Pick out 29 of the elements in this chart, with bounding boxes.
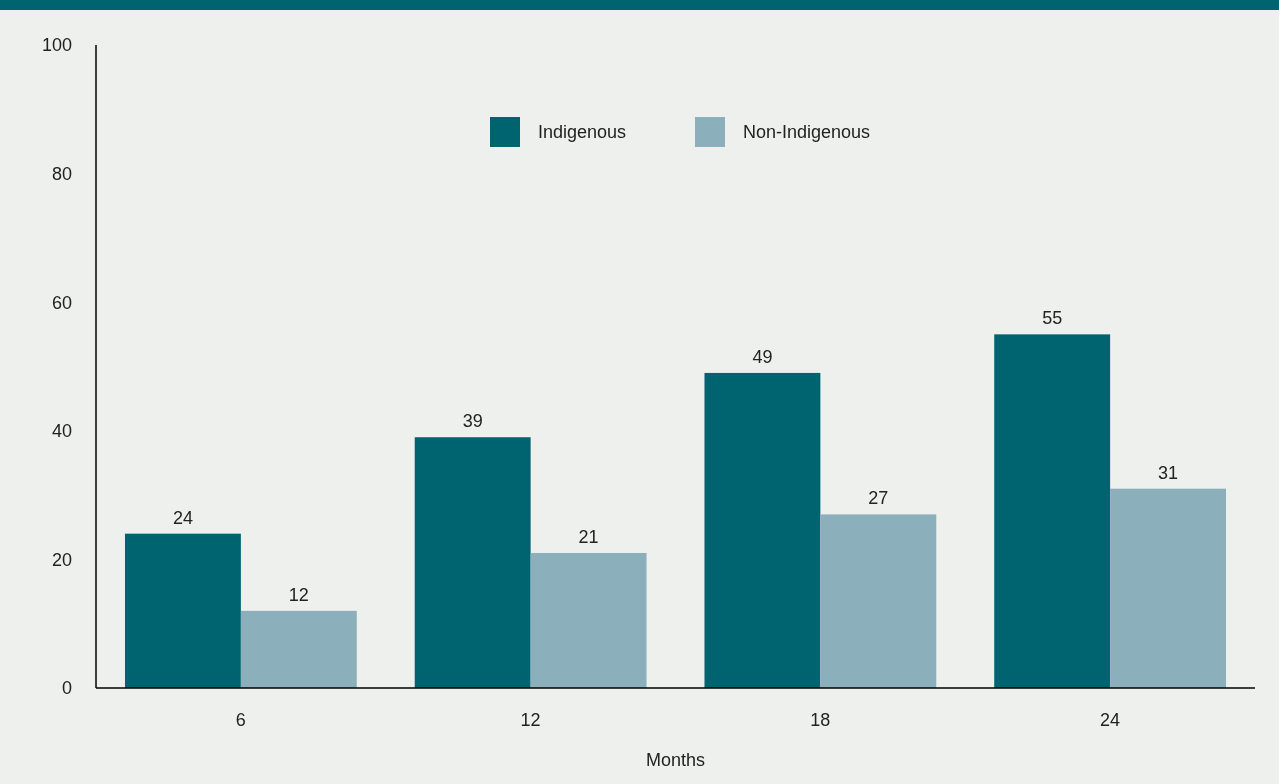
bar [704,372,821,688]
data-label: 24 [172,507,193,528]
data-label: 31 [1158,462,1179,483]
y-tick-label: 40 [51,421,72,442]
data-label: 39 [462,411,483,432]
bar [994,334,1111,688]
data-label: 21 [578,526,599,547]
legend-label: Indigenous [538,122,627,143]
x-tick-label: 12 [520,710,541,730]
x-axis-title: Months [645,750,706,770]
y-tick-label: 80 [51,163,72,184]
bar [124,533,241,688]
x-tick-label: 24 [1100,710,1121,730]
data-label: 27 [868,488,889,509]
data-label: 12 [288,584,309,605]
y-tick-label: 20 [51,549,72,570]
y-tick-label: 100 [41,35,72,56]
bar [414,437,531,688]
legend-label: Non-Indigenous [743,122,871,143]
bar [820,514,937,688]
y-tick-label: 0 [61,678,72,699]
x-tick-label: 6 [235,710,246,730]
bar [1110,488,1227,688]
bar [240,610,357,688]
bar [530,552,647,688]
y-tick-label: 60 [51,292,72,313]
data-label: 55 [1042,308,1063,329]
data-label: 49 [752,346,773,367]
x-tick-label: 18 [810,710,831,730]
